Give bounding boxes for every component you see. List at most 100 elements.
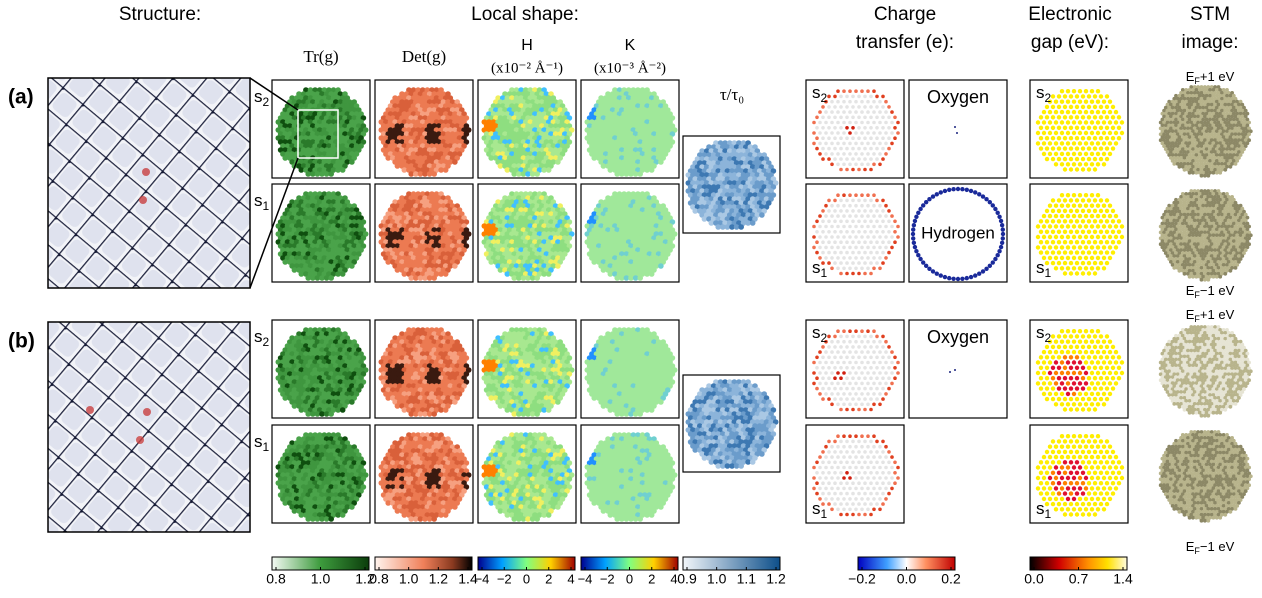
dot bbox=[1177, 93, 1182, 98]
dot bbox=[1056, 115, 1062, 120]
dot bbox=[1235, 111, 1240, 116]
dot bbox=[1050, 104, 1056, 110]
dot bbox=[1220, 108, 1224, 113]
dot bbox=[869, 126, 873, 130]
dot bbox=[1177, 268, 1182, 273]
dot bbox=[1179, 102, 1183, 107]
dot bbox=[1086, 198, 1092, 203]
dot bbox=[1170, 117, 1175, 122]
dot bbox=[442, 167, 449, 173]
header: image: bbox=[1181, 32, 1238, 53]
dot bbox=[1101, 99, 1107, 104]
dot bbox=[1242, 111, 1246, 116]
dot bbox=[872, 99, 876, 104]
dot bbox=[1077, 120, 1083, 125]
dot bbox=[1056, 208, 1062, 214]
dot bbox=[1083, 151, 1089, 157]
dot bbox=[1223, 91, 1228, 95]
dot bbox=[1053, 162, 1059, 167]
dot bbox=[1225, 111, 1229, 116]
dot bbox=[1035, 224, 1041, 229]
dot bbox=[310, 171, 316, 177]
dot bbox=[1110, 240, 1116, 245]
dot bbox=[1208, 111, 1212, 116]
dot bbox=[1221, 93, 1226, 98]
dot bbox=[1218, 170, 1223, 175]
dot bbox=[534, 275, 540, 281]
dot bbox=[1211, 274, 1216, 279]
dot bbox=[860, 193, 864, 197]
dot bbox=[1044, 125, 1050, 130]
dot bbox=[1077, 203, 1083, 208]
dot bbox=[1089, 109, 1095, 115]
dot bbox=[866, 214, 870, 218]
dot bbox=[1095, 234, 1101, 240]
dot bbox=[1214, 99, 1219, 104]
dot bbox=[1050, 198, 1056, 203]
dot bbox=[1167, 111, 1172, 116]
dot bbox=[1172, 162, 1177, 166]
dot bbox=[848, 141, 852, 146]
dot bbox=[872, 214, 876, 218]
header: gap (eV): bbox=[1031, 32, 1109, 53]
dot bbox=[836, 245, 840, 250]
dot bbox=[884, 235, 888, 239]
dot bbox=[1068, 104, 1074, 110]
dot bbox=[1080, 271, 1086, 276]
dot bbox=[881, 146, 885, 151]
dot bbox=[1047, 130, 1053, 136]
dot bbox=[1175, 108, 1180, 113]
dot bbox=[878, 99, 882, 104]
dot bbox=[1220, 102, 1224, 107]
dot bbox=[1089, 224, 1095, 229]
dot bbox=[417, 171, 424, 177]
dot bbox=[1199, 96, 1204, 101]
dot bbox=[869, 261, 873, 265]
dot bbox=[1071, 234, 1077, 240]
dot bbox=[619, 171, 625, 177]
dot bbox=[1162, 114, 1166, 119]
dot bbox=[1107, 213, 1113, 219]
dot bbox=[1098, 240, 1104, 245]
dot bbox=[833, 230, 837, 234]
dot bbox=[1116, 229, 1122, 234]
dot bbox=[875, 126, 879, 130]
dot bbox=[1204, 88, 1209, 92]
dot bbox=[1187, 88, 1192, 92]
dot bbox=[1208, 105, 1212, 110]
dot bbox=[1044, 250, 1050, 255]
dot bbox=[845, 115, 849, 120]
dot bbox=[1180, 105, 1185, 110]
dot bbox=[878, 110, 882, 114]
dot bbox=[872, 256, 876, 260]
dot bbox=[821, 240, 825, 244]
dot bbox=[1201, 88, 1206, 92]
dot bbox=[1197, 111, 1202, 116]
dot bbox=[824, 203, 828, 208]
dot bbox=[830, 266, 834, 271]
dot bbox=[1233, 266, 1238, 270]
dot bbox=[878, 235, 882, 239]
dot bbox=[1041, 130, 1047, 136]
dot bbox=[863, 250, 867, 255]
dot bbox=[1077, 245, 1083, 250]
dot bbox=[833, 198, 837, 203]
dot bbox=[878, 152, 882, 156]
dot bbox=[1083, 109, 1089, 115]
dot bbox=[1068, 219, 1074, 224]
dot bbox=[866, 256, 870, 260]
dot bbox=[860, 89, 864, 93]
dot bbox=[1053, 130, 1059, 136]
dot bbox=[827, 105, 831, 109]
dot bbox=[555, 263, 561, 269]
dot bbox=[335, 167, 341, 173]
dot bbox=[821, 126, 825, 130]
dot bbox=[431, 171, 438, 177]
dot bbox=[887, 136, 891, 140]
dot bbox=[854, 266, 858, 271]
dot bbox=[442, 271, 449, 277]
dot bbox=[851, 219, 855, 224]
dot bbox=[836, 235, 840, 239]
dot bbox=[1206, 173, 1211, 178]
dot bbox=[1221, 105, 1226, 110]
